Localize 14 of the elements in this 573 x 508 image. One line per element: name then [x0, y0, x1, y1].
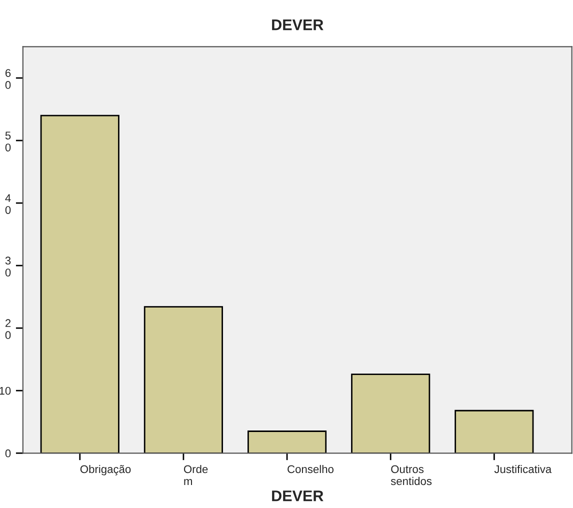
- x-axis-title: DEVER: [272, 490, 324, 502]
- y-tick-label: 0: [5, 449, 11, 458]
- x-tick-label: Obrigação: [80, 464, 131, 476]
- x-tick-label: Outros sentidos: [390, 465, 432, 486]
- x-tick-label: Justificativa: [494, 464, 552, 474]
- y-tick-label: 10: [0, 386, 11, 395]
- y-tick-label: 3 0: [5, 256, 11, 276]
- y-tick-label: 2 0: [5, 319, 11, 340]
- x-tick-label: Orde m: [184, 464, 208, 485]
- chart-title: DEVER: [272, 20, 324, 30]
- y-tick-label: 5 0: [5, 132, 11, 152]
- x-tick-label: Conselho: [288, 464, 334, 474]
- y-tick-label: 6 0: [5, 69, 11, 89]
- y-tick-label: 4 0: [5, 194, 11, 214]
